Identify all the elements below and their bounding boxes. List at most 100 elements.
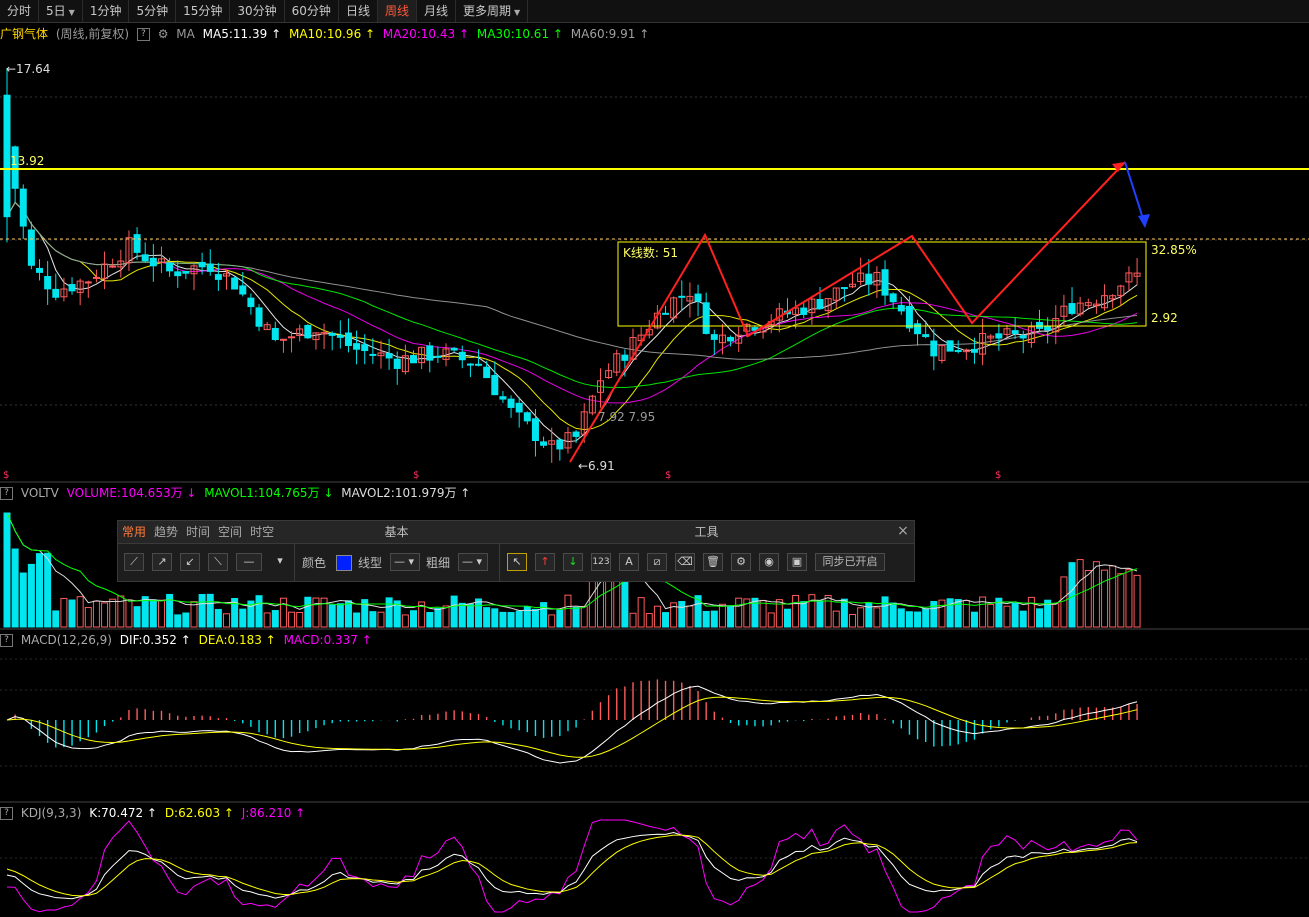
candle-body <box>914 323 922 335</box>
candle-body <box>442 348 450 360</box>
tab-4[interactable]: 15分钟 <box>176 0 231 22</box>
candle-body <box>1101 295 1109 309</box>
candle-body <box>670 297 678 319</box>
box-low-label: 2.92 <box>1151 311 1178 325</box>
linetype-select[interactable]: — ▾ <box>390 553 420 571</box>
gear-icon[interactable]: ⚙ <box>157 27 169 41</box>
candle-body <box>491 374 499 396</box>
more-tools-dropdown-icon[interactable]: ▾ <box>277 554 283 567</box>
candle-body <box>344 332 352 347</box>
candle-body <box>1092 303 1100 307</box>
tab-0[interactable]: 分时 <box>0 0 40 22</box>
tab-5[interactable]: 30分钟 <box>230 0 285 22</box>
stock-name[interactable]: 广钢气体 <box>0 27 49 41</box>
close-icon[interactable]: × <box>897 523 909 539</box>
volume-bar <box>320 597 328 628</box>
candle-body <box>206 263 214 272</box>
volume-bar <box>11 548 19 628</box>
line-segment-icon[interactable]: ⟋ <box>124 553 144 571</box>
candle-body <box>1125 272 1133 283</box>
candle-body <box>580 411 588 435</box>
vol-name[interactable]: VOLTV <box>20 486 59 500</box>
trash-icon[interactable]: 🗑 <box>703 553 723 571</box>
settings-icon[interactable]: ⚙ <box>731 553 751 571</box>
volume-bar <box>263 612 271 628</box>
candle-body <box>19 188 27 227</box>
help-icon[interactable]: ? <box>0 634 13 647</box>
down-arrow-icon[interactable]: ↓ <box>563 553 583 571</box>
horizontal-line-icon[interactable]: — <box>236 553 262 571</box>
candle-body <box>832 287 840 301</box>
candle-body <box>133 234 141 253</box>
tool-tab-0[interactable]: 常用 <box>122 525 147 539</box>
cursor-icon[interactable]: ↖ <box>507 553 527 571</box>
tool-tab-3[interactable]: 空间 <box>218 525 243 539</box>
candle-body <box>174 271 182 277</box>
tool-tab-4[interactable]: 时空 <box>250 525 275 539</box>
period-tab-bar: 分时 5日 ▼ 1分钟 5分钟 15分钟 30分钟 60分钟 日线 周线 月线 更多周期 ▼ <box>0 0 1309 23</box>
candle-body <box>531 418 539 442</box>
j-value: J:86.210 ↑ <box>241 806 306 820</box>
candle-body <box>109 265 117 268</box>
candle-body <box>922 334 930 338</box>
ray-line-icon[interactable]: ↗ <box>152 553 172 571</box>
candle-body <box>182 270 190 274</box>
volume-bar <box>1125 569 1133 628</box>
candle-body <box>101 263 109 279</box>
kdj-name[interactable]: KDJ(9,3,3) <box>20 806 82 820</box>
candle-body <box>540 441 548 446</box>
volume-bar <box>678 601 686 628</box>
candle-body <box>548 440 556 445</box>
tab-1[interactable]: 5日 ▼ <box>39 0 83 22</box>
tab-2[interactable]: 1分钟 <box>83 0 130 22</box>
tab-label: 月线 <box>423 4 448 18</box>
sync-button[interactable]: 同步已开启 <box>815 553 885 571</box>
eye-icon[interactable]: ◉ <box>759 553 779 571</box>
width-select[interactable]: — ▾ <box>458 553 488 571</box>
candle-body <box>564 432 572 449</box>
tab-10[interactable]: 更多周期 ▼ <box>456 0 529 22</box>
lock-icon[interactable]: ▣ <box>787 553 807 571</box>
up-arrow-icon[interactable]: ↑ <box>535 553 555 571</box>
arrow-line-icon[interactable]: ↙ <box>180 553 200 571</box>
candle-body <box>475 363 483 366</box>
volume-bar <box>44 552 52 628</box>
tab-7[interactable]: 日线 <box>339 0 378 22</box>
number-label-icon[interactable]: 123 <box>591 553 611 571</box>
candle-body <box>312 332 320 341</box>
macd-name[interactable]: MACD(12,26,9) <box>20 633 112 647</box>
ma5-value: MA5:11.39 ↑ <box>202 27 282 41</box>
candle-body <box>36 267 44 273</box>
help-icon[interactable]: ? <box>136 28 150 41</box>
tab-9[interactable]: 月线 <box>417 0 456 22</box>
text-icon[interactable]: A <box>619 553 639 571</box>
volume-bar <box>393 600 401 628</box>
help-icon[interactable]: ? <box>0 807 13 820</box>
candle-body <box>296 328 304 337</box>
tool-tab-2[interactable]: 时间 <box>186 525 211 539</box>
mavol1-value: MAVOL1:104.765万 ↓ <box>204 486 334 500</box>
volume-bar <box>1109 565 1117 628</box>
help-icon[interactable]: ? <box>0 487 13 500</box>
tab-label: 60分钟 <box>291 4 331 18</box>
trend-line-icon[interactable]: ⟍ <box>208 553 228 571</box>
volume-bar <box>881 596 889 628</box>
volume-bar <box>824 594 832 628</box>
blue-arrow-head <box>1138 214 1150 228</box>
tab-6[interactable]: 60分钟 <box>285 0 339 22</box>
volume-bar <box>1044 599 1052 628</box>
volume-bar <box>68 599 76 628</box>
volume-bar <box>987 603 995 628</box>
tab-8[interactable]: 周线 <box>377 0 417 22</box>
candle-body <box>727 336 735 342</box>
tool-tab-1[interactable]: 趋势 <box>154 525 179 539</box>
color-swatch[interactable] <box>336 555 352 571</box>
volume-bar <box>1133 574 1141 628</box>
volume-bar <box>190 601 198 628</box>
volume-bar <box>239 608 247 628</box>
volume-bar <box>458 602 466 628</box>
ruler-icon[interactable]: ⧄ <box>647 553 667 571</box>
eraser-icon[interactable]: ⌫ <box>675 553 695 571</box>
tab-3[interactable]: 5分钟 <box>129 0 177 22</box>
